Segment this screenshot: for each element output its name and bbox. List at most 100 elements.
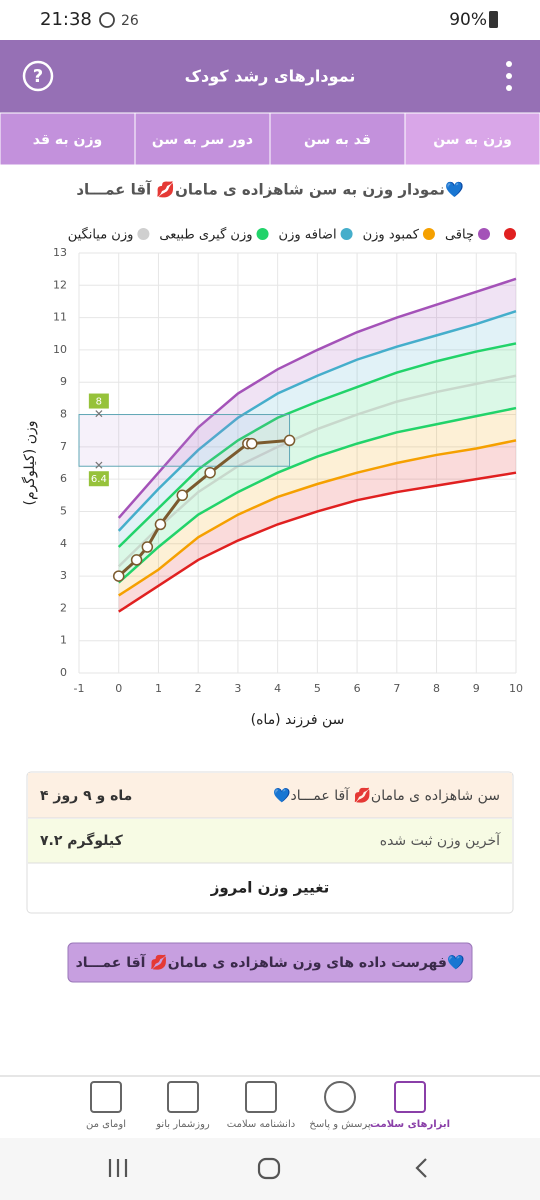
row-value: ۴ ماه و ۹ روز — [40, 788, 132, 804]
reference-curve — [117, 406, 517, 584]
x-tick-label: 0 — [115, 682, 122, 695]
nav-icon[interactable] — [245, 1081, 277, 1113]
nav-icon[interactable] — [394, 1081, 426, 1113]
chart-title: نمودار وزن به سن شاهزاده ی مامان💋 آقا عم… — [76, 181, 464, 199]
nav-label: پرسش و پاسخ — [309, 1119, 370, 1130]
tab[interactable] — [0, 112, 136, 166]
nav-label: روزشمار بانو — [155, 1119, 210, 1130]
help-icon: ? — [33, 66, 43, 87]
app-header — [0, 40, 540, 113]
list-button[interactable] — [67, 942, 473, 983]
band — [118, 440, 517, 612]
update-weight-button[interactable]: تغییر وزن امروز — [210, 879, 330, 897]
nav-icon[interactable] — [90, 1081, 122, 1113]
nav-label: دانشنامه سلامت — [227, 1119, 295, 1130]
battery-text: 90% — [449, 10, 487, 30]
legend-label: وزن گیری طبیعی — [159, 227, 252, 243]
y-tick-label: 4 — [60, 537, 67, 550]
x-tick-label: 9 — [473, 682, 480, 695]
tab-label: وزن به قد — [33, 132, 102, 148]
child-point[interactable] — [154, 518, 167, 531]
tab[interactable] — [404, 112, 540, 166]
band — [118, 343, 517, 567]
notification-count: 26 — [121, 13, 139, 29]
target-label: 8 — [96, 397, 102, 408]
legend-label: چاقی — [445, 228, 474, 243]
y-tick-label: 1 — [60, 634, 67, 647]
y-tick-label: 5 — [60, 504, 67, 517]
y-tick-label: 13 — [53, 246, 67, 259]
child-point[interactable] — [204, 466, 216, 479]
row-label: آخرین وزن ثبت شده — [380, 832, 501, 849]
y-tick-label: 0 — [60, 666, 67, 679]
header-title: نمودارهای رشد کودک — [185, 67, 356, 86]
system-buttons — [108, 1157, 427, 1180]
band — [118, 311, 517, 547]
child-point[interactable] — [283, 434, 296, 447]
reference-curve — [118, 471, 517, 613]
reference-curve — [117, 374, 517, 568]
y-tick-label: 3 — [60, 569, 67, 582]
child-point[interactable] — [176, 489, 189, 502]
y-tick-label: 10 — [53, 343, 67, 356]
target-label: 6.4 — [91, 474, 107, 485]
tab-bar: وزن به سن قد به سن دور سر به سن وزن به قد — [0, 112, 540, 166]
target-range — [78, 414, 291, 467]
summary-card: سن شاهزاده ی مامان💋 آقا عمـــاد💙 ۴ ماه و… — [26, 771, 514, 914]
nav-label: اومای من — [86, 1119, 126, 1130]
x-tick-label: 7 — [393, 682, 400, 695]
row-value: ۷.۲ کیلوگرم — [40, 832, 124, 849]
list-button-label: فهرست داده های وزن شاهزاده ی مامان💋 آقا … — [76, 953, 465, 971]
x-tick-label: -1 — [74, 682, 85, 695]
tab-label: قد به سن — [304, 132, 371, 148]
reference-curve — [117, 342, 517, 548]
x-tick-label: 4 — [274, 682, 281, 695]
x-tick-label: 3 — [234, 682, 241, 695]
legend-dot — [422, 228, 435, 240]
legend-label: وزن میانگین — [68, 227, 134, 243]
reference-curve — [117, 277, 517, 519]
battery-icon — [489, 11, 498, 28]
reference-curve — [118, 439, 517, 597]
row-label: سن شاهزاده ی مامان💋 آقا عمـــاد💙 — [273, 787, 500, 804]
tab[interactable] — [269, 112, 406, 166]
child-point[interactable] — [112, 570, 125, 582]
child-point[interactable] — [130, 554, 143, 566]
legend-dot — [340, 228, 353, 240]
nav-label: ابزارهای سلامت — [370, 1119, 450, 1130]
chart: نمودار وزن به سن شاهزاده ی مامان💋 آقا عم… — [21, 181, 523, 729]
x-tick-label: 2 — [195, 682, 202, 695]
nav-icon[interactable] — [324, 1081, 356, 1113]
x-tick-label: 5 — [314, 682, 321, 695]
legend-label: کمبود وزن — [363, 228, 420, 243]
tab-label: وزن به سن — [433, 132, 512, 148]
y-tick-label: 12 — [53, 278, 67, 291]
legend-dot — [256, 228, 269, 240]
y-tick-label: 6 — [60, 472, 67, 485]
x-axis-label: سن فرزند (ماه) — [251, 712, 345, 728]
x-tick-label: 8 — [433, 682, 440, 695]
y-tick-label: 2 — [60, 601, 67, 614]
legend-dot — [504, 228, 516, 240]
clock: 21:38 — [40, 9, 92, 30]
band — [118, 278, 517, 531]
y-axis-label: وزن (کیلوگرم) — [21, 421, 38, 506]
child-point[interactable] — [246, 437, 258, 450]
target-marker: ✕ — [94, 407, 104, 421]
target-marker: ✕ — [94, 459, 104, 473]
tab-label: دور سر به سن — [152, 132, 253, 148]
x-tick-label: 10 — [509, 682, 523, 695]
x-tick-label: 1 — [155, 682, 162, 695]
system-nav — [0, 1138, 540, 1200]
y-tick-label: 8 — [60, 408, 67, 421]
nav-icon[interactable] — [167, 1081, 199, 1113]
child-point[interactable] — [141, 541, 154, 553]
y-tick-label: 9 — [60, 375, 67, 388]
help-button[interactable] — [22, 60, 54, 92]
legend-label: اضافه وزن — [279, 228, 337, 243]
menu-button[interactable] — [506, 61, 512, 91]
band — [118, 408, 517, 596]
legend-dot — [478, 228, 490, 240]
